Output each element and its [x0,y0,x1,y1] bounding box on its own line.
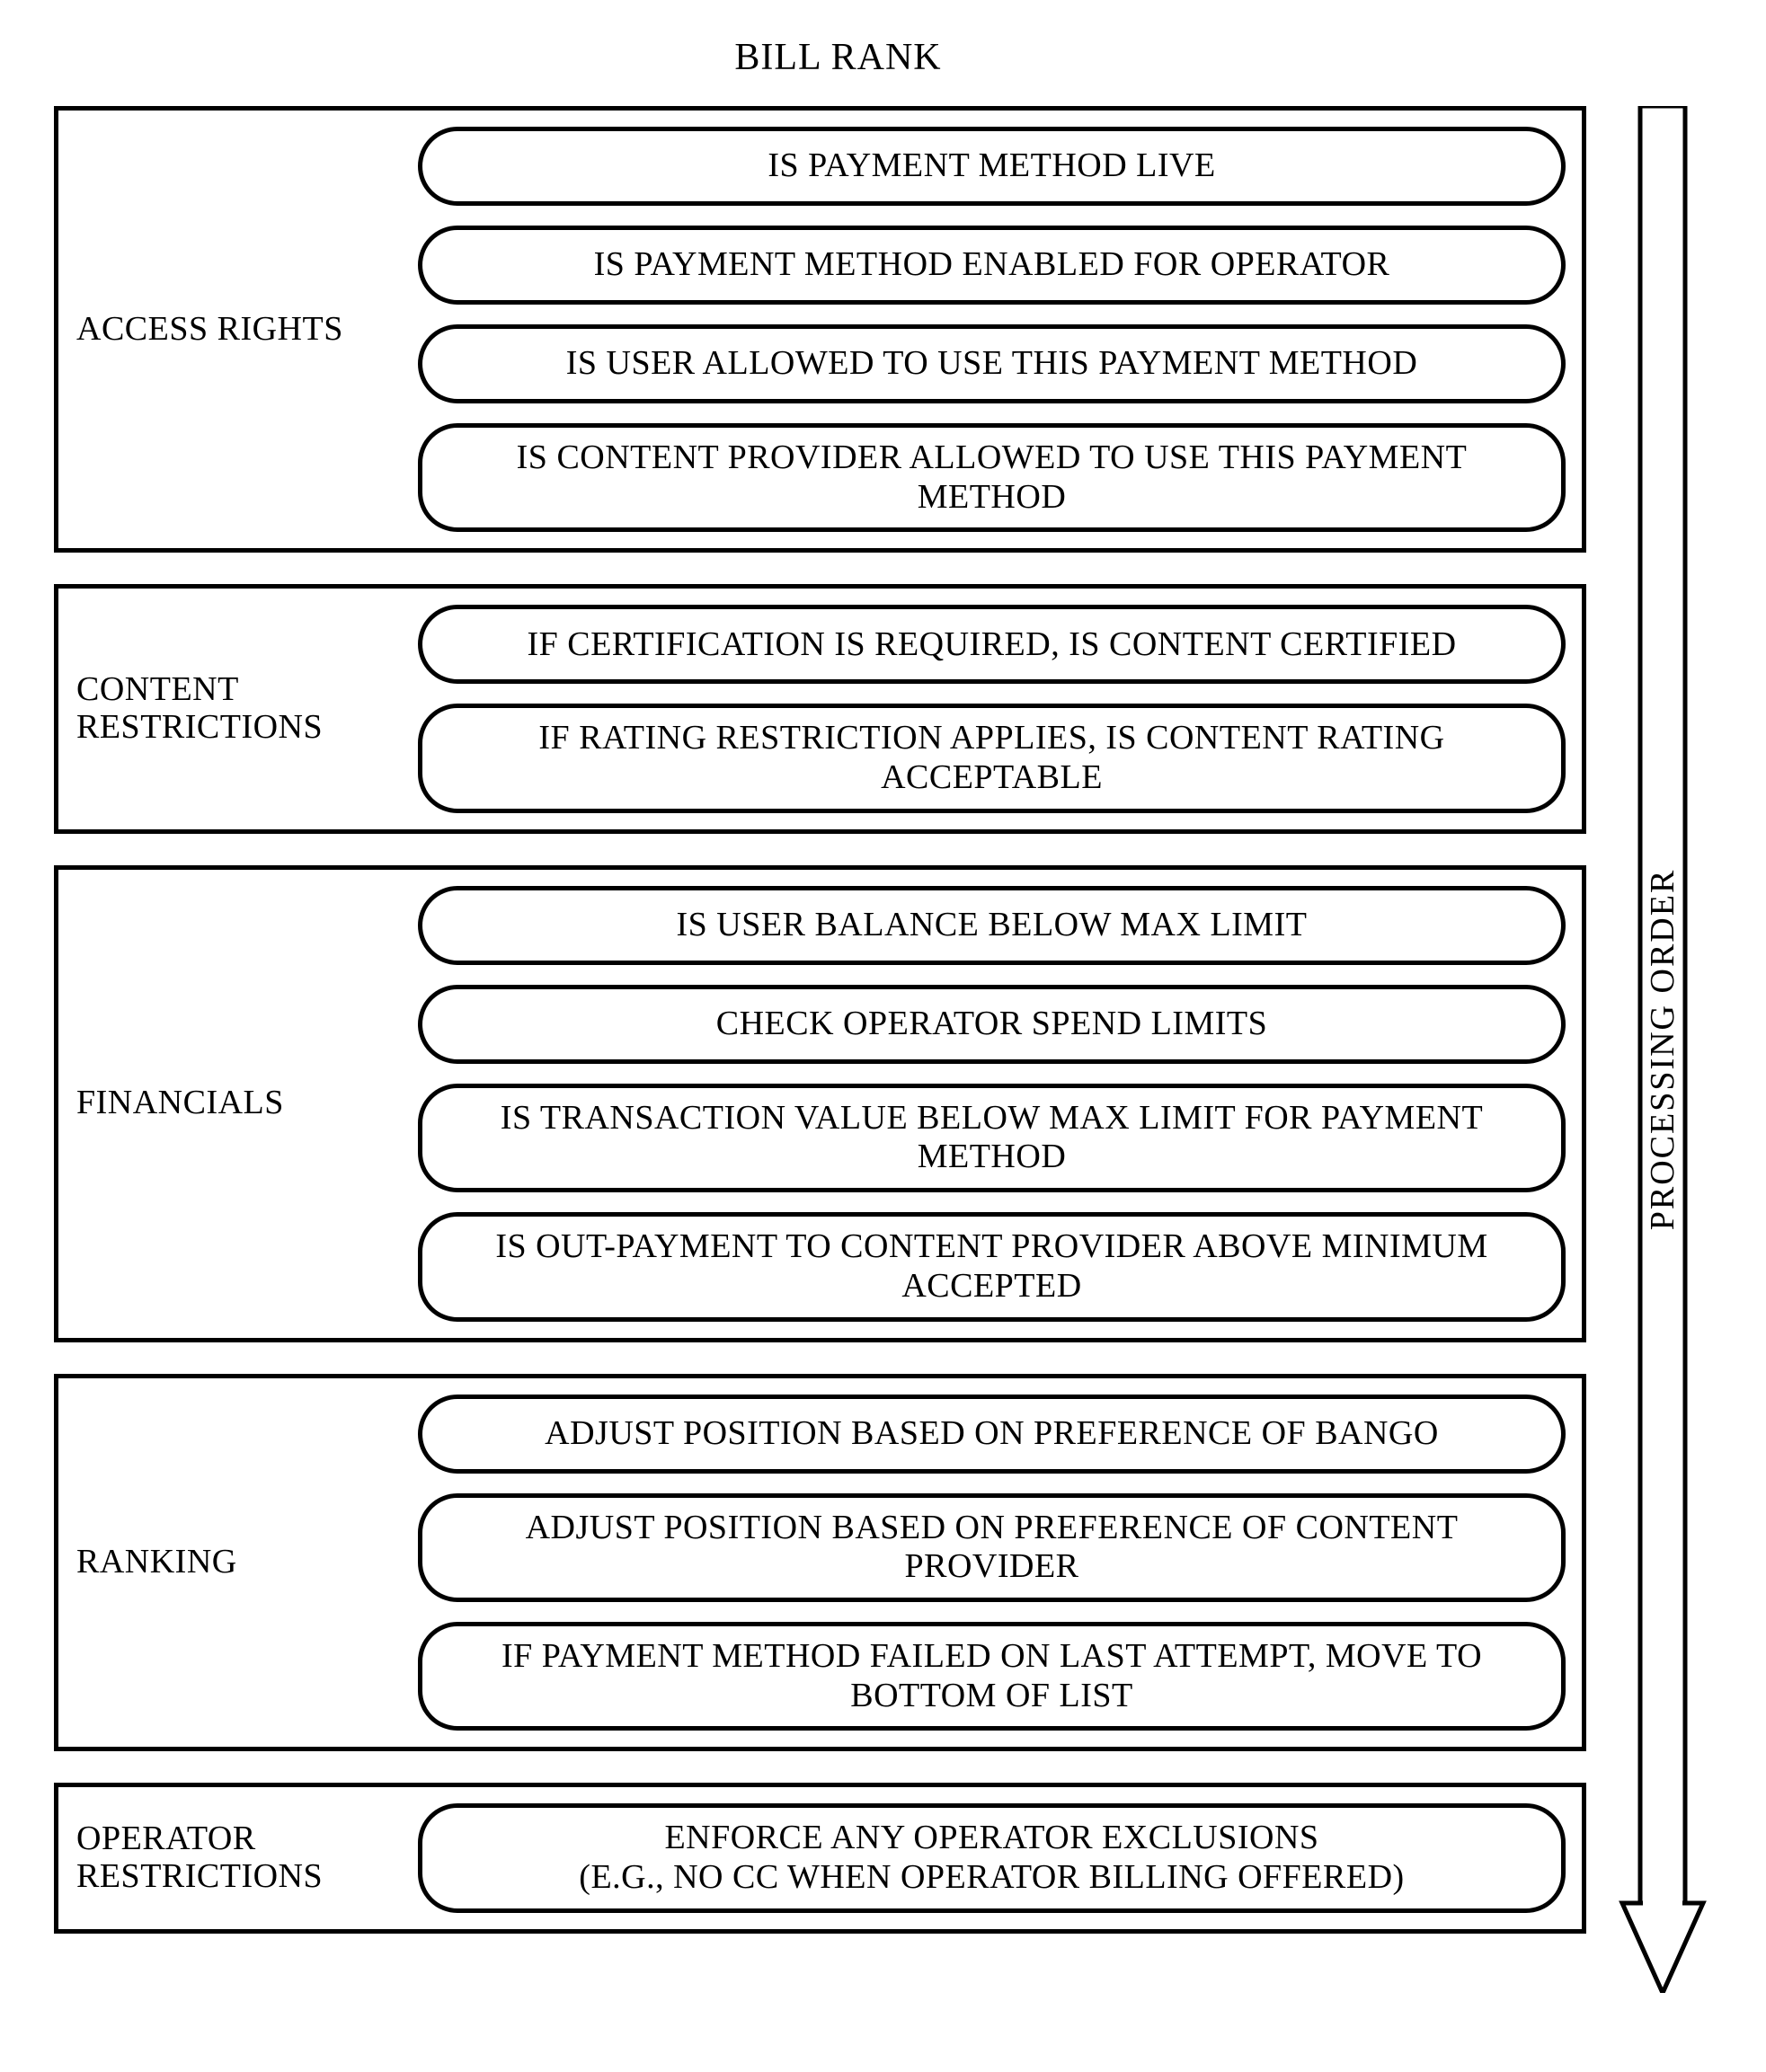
section-label: RANKING [58,1395,418,1731]
section-label: OPERATOR RESTRICTIONS [58,1803,418,1912]
section: OPERATOR RESTRICTIONSENFORCE ANY OPERATO… [54,1783,1586,1933]
rule-pill: IF PAYMENT METHOD FAILED ON LAST ATTEMPT… [418,1622,1566,1731]
rule-pill: ENFORCE ANY OPERATOR EXCLUSIONS(E.G., NO… [418,1803,1566,1912]
rule-pill: IS USER BALANCE BELOW MAX LIMIT [418,886,1566,965]
section-items: ADJUST POSITION BASED ON PREFERENCE OF B… [418,1395,1566,1731]
rule-pill: CHECK OPERATOR SPEND LIMITS [418,985,1566,1064]
main-layout: ACCESS RIGHTSIS PAYMENT METHOD LIVEIS PA… [54,106,1712,1993]
section: FINANCIALSIS USER BALANCE BELOW MAX LIMI… [54,865,1586,1342]
section-items: IS PAYMENT METHOD LIVE IS PAYMENT METHOD … [418,127,1566,532]
diagram-title: BILL RANK [0,36,1712,79]
rule-pill: IS OUT-PAYMENT TO CONTENT PROVIDER ABOVE… [418,1212,1566,1321]
rule-pill: IS USER ALLOWED TO USE THIS PAYMENT METH… [418,324,1566,403]
rule-pill: ADJUST POSITION BASED ON PREFERENCE OF C… [418,1493,1566,1602]
rule-pill: IF CERTIFICATION IS REQUIRED, IS CONTENT… [418,605,1566,684]
rule-pill: ADJUST POSITION BASED ON PREFERENCE OF B… [418,1395,1566,1474]
section: ACCESS RIGHTSIS PAYMENT METHOD LIVEIS PA… [54,106,1586,553]
section-label: FINANCIALS [58,886,418,1322]
rule-pill: IF RATING RESTRICTION APPLIES, IS CONTEN… [418,704,1566,812]
section-label: ACCESS RIGHTS [58,127,418,532]
section-items: IS USER BALANCE BELOW MAX LIMIT CHECK OPE… [418,886,1566,1322]
rule-pill: IS CONTENT PROVIDER ALLOWED TO USE THIS … [418,423,1566,532]
rule-pill: IS PAYMENT METHOD ENABLED FOR OPERATOR [418,226,1566,305]
section-items: ENFORCE ANY OPERATOR EXCLUSIONS(E.G., NO… [418,1803,1566,1912]
section: RANKINGADJUST POSITION BASED ON PREFEREN… [54,1374,1586,1752]
arrow-label: PROCESSING ORDER [1643,869,1682,1231]
section-items: IF CERTIFICATION IS REQUIRED, IS CONTENT… [418,605,1566,812]
section-label: CONTENT RESTRICTIONS [58,605,418,812]
processing-order-arrow: PROCESSING ORDER [1613,106,1712,1993]
section: CONTENT RESTRICTIONSIF CERTIFICATION IS … [54,584,1586,833]
sections-column: ACCESS RIGHTSIS PAYMENT METHOD LIVEIS PA… [54,106,1586,1993]
rule-pill: IS TRANSACTION VALUE BELOW MAX LIMIT FOR… [418,1084,1566,1192]
rule-pill: IS PAYMENT METHOD LIVE [418,127,1566,206]
